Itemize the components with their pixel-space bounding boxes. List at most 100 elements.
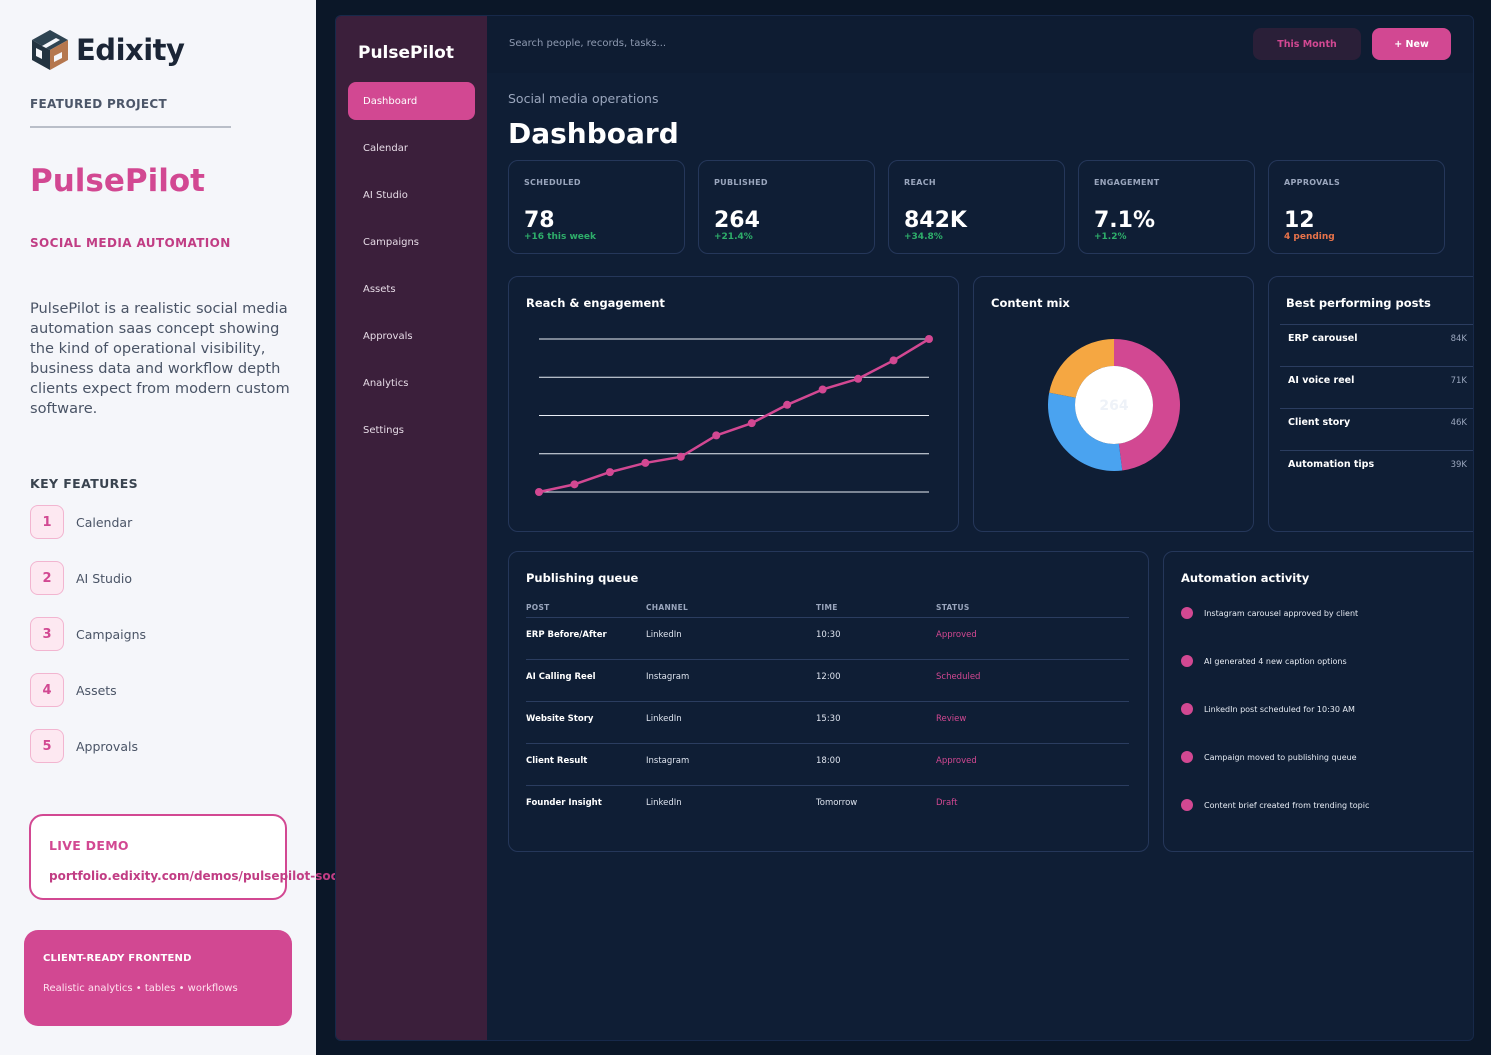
card-title: Content mix bbox=[991, 296, 1070, 310]
table-row[interactable]: Founder Insight LinkedIn Tomorrow Draft bbox=[526, 785, 1129, 827]
card-title: Automation activity bbox=[1181, 571, 1310, 585]
nav-item-approvals[interactable]: Approvals bbox=[363, 330, 413, 342]
post-cell: Website Story bbox=[526, 714, 594, 724]
card-title: Publishing queue bbox=[526, 571, 639, 585]
post-name: Client story bbox=[1288, 417, 1351, 428]
data-point bbox=[854, 374, 863, 383]
divider bbox=[30, 126, 231, 128]
stat-value: 7.1% bbox=[1094, 208, 1156, 233]
time-cell: 12:00 bbox=[816, 672, 841, 682]
best-post-row[interactable]: ERP carousel 84K bbox=[1280, 324, 1473, 366]
nav-item-analytics[interactable]: Analytics bbox=[363, 377, 409, 389]
data-point bbox=[641, 458, 650, 467]
stat-label: ENGAGEMENT bbox=[1094, 178, 1160, 187]
stat-card-published: PUBLISHED 264 +21.4% bbox=[698, 160, 875, 254]
table-row[interactable]: Website Story LinkedIn 15:30 Review bbox=[526, 701, 1129, 743]
live-demo-label: LIVE DEMO bbox=[49, 838, 129, 853]
post-reach: 84K bbox=[1450, 334, 1467, 344]
nav-item-assets[interactable]: Assets bbox=[363, 283, 396, 295]
data-point bbox=[605, 468, 614, 477]
stat-card-reach: REACH 842K +34.8% bbox=[888, 160, 1065, 254]
new-button[interactable]: + New bbox=[1372, 28, 1451, 60]
activity-text: AI generated 4 new caption options bbox=[1204, 656, 1347, 666]
column-header-post: POST bbox=[526, 603, 550, 612]
project-title: PulsePilot bbox=[30, 163, 205, 199]
time-cell: 15:30 bbox=[816, 714, 841, 724]
activity-item: AI generated 4 new caption options bbox=[1181, 651, 1347, 671]
post-cell: Founder Insight bbox=[526, 798, 602, 808]
feature-item: 1 Calendar bbox=[30, 505, 132, 539]
status-badge: Approved bbox=[936, 630, 977, 640]
nav-item-settings[interactable]: Settings bbox=[363, 424, 405, 436]
stat-value: 12 bbox=[1284, 208, 1315, 233]
automation-activity-card: Automation activity Instagram carousel a… bbox=[1163, 551, 1473, 852]
table-row[interactable]: AI Calling Reel Instagram 12:00 Schedule… bbox=[526, 659, 1129, 701]
breadcrumb: Social media operations bbox=[508, 91, 659, 106]
stat-delta: +1.2% bbox=[1094, 232, 1127, 242]
top-bar: Search people, records, tasks... This Mo… bbox=[487, 16, 1473, 73]
feature-number: 5 bbox=[30, 729, 64, 763]
table-row[interactable]: ERP Before/After LinkedIn 10:30 Approved bbox=[526, 617, 1129, 659]
live-demo-link[interactable]: portfolio.edixity.com/demos/pulsepilot-s… bbox=[49, 869, 338, 883]
post-reach: 39K bbox=[1450, 460, 1467, 470]
best-post-row[interactable]: AI voice reel 71K bbox=[1280, 366, 1473, 408]
logo-text: Edixity bbox=[76, 33, 185, 67]
edixity-logo[interactable]: Edixity bbox=[30, 28, 185, 72]
data-point bbox=[818, 385, 827, 394]
activity-text: Content brief created from trending topi… bbox=[1204, 800, 1370, 810]
status-badge: Draft bbox=[936, 798, 958, 808]
channel-cell: Instagram bbox=[646, 672, 690, 682]
live-demo-card[interactable]: LIVE DEMO portfolio.edixity.com/demos/pu… bbox=[29, 814, 338, 900]
table-row[interactable]: Client Result Instagram 18:00 Approved bbox=[526, 743, 1129, 785]
activity-dot-icon bbox=[1181, 799, 1193, 811]
nav-item-calendar[interactable]: Calendar bbox=[363, 142, 408, 154]
best-post-row[interactable]: Automation tips 39K bbox=[1280, 450, 1473, 492]
stat-value: 78 bbox=[524, 208, 555, 233]
activity-item: Content brief created from trending topi… bbox=[1181, 795, 1369, 815]
project-subtitle: SOCIAL MEDIA AUTOMATION bbox=[30, 236, 231, 250]
post-cell: Client Result bbox=[526, 756, 588, 766]
stat-card-engagement: ENGAGEMENT 7.1% +1.2% bbox=[1078, 160, 1255, 254]
time-cell: 10:30 bbox=[816, 630, 841, 640]
nav-item-campaigns[interactable]: Campaigns bbox=[363, 236, 420, 248]
donut-hole bbox=[1075, 366, 1153, 444]
feature-number: 3 bbox=[30, 617, 64, 651]
this-month-button[interactable]: This Month bbox=[1253, 28, 1361, 60]
stat-label: REACH bbox=[904, 178, 936, 187]
feature-label: AI Studio bbox=[76, 570, 133, 586]
stat-delta: 4 pending bbox=[1284, 232, 1335, 242]
feature-number: 4 bbox=[30, 673, 64, 707]
stat-label: APPROVALS bbox=[1284, 178, 1341, 187]
data-point bbox=[889, 356, 898, 365]
data-point bbox=[570, 480, 579, 489]
nav-item-dashboard[interactable]: Dashboard bbox=[348, 82, 475, 120]
activity-dot-icon bbox=[1181, 607, 1193, 619]
channel-cell: Instagram bbox=[646, 756, 690, 766]
key-features-heading: KEY FEATURES bbox=[30, 476, 139, 491]
post-reach: 46K bbox=[1450, 418, 1467, 428]
stat-card-scheduled: SCHEDULED 78 +16 this week bbox=[508, 160, 685, 254]
feature-label: Assets bbox=[76, 682, 117, 698]
best-post-row[interactable]: Client story 46K bbox=[1280, 408, 1473, 450]
pie-slice bbox=[1048, 392, 1123, 471]
project-description: PulsePilot is a realistic social media a… bbox=[30, 300, 290, 417]
publishing-queue-card: Publishing queue POST CHANNEL TIME STATU… bbox=[508, 551, 1149, 852]
data-point bbox=[535, 488, 543, 496]
feature-item: 4 Assets bbox=[30, 673, 117, 707]
data-point bbox=[783, 400, 792, 409]
pulsepilot-app-window: PulsePilot Dashboard Calendar AI Studio … bbox=[335, 15, 1474, 1041]
content-mix-card: Content mix 264 bbox=[973, 276, 1254, 532]
activity-item: Campaign moved to publishing queue bbox=[1181, 747, 1357, 767]
feature-label: Approvals bbox=[76, 738, 138, 754]
activity-item: Instagram carousel approved by client bbox=[1181, 603, 1358, 623]
feature-number: 1 bbox=[30, 505, 64, 539]
nav-item-ai-studio[interactable]: AI Studio bbox=[363, 189, 408, 201]
channel-cell: LinkedIn bbox=[646, 798, 682, 808]
activity-text: Campaign moved to publishing queue bbox=[1204, 752, 1357, 762]
post-reach: 71K bbox=[1450, 376, 1467, 386]
activity-dot-icon bbox=[1181, 751, 1193, 763]
status-badge: Approved bbox=[936, 756, 977, 766]
search-input[interactable]: Search people, records, tasks... bbox=[509, 38, 667, 49]
stat-card-approvals: APPROVALS 12 4 pending bbox=[1268, 160, 1445, 254]
stat-value: 264 bbox=[714, 208, 760, 233]
